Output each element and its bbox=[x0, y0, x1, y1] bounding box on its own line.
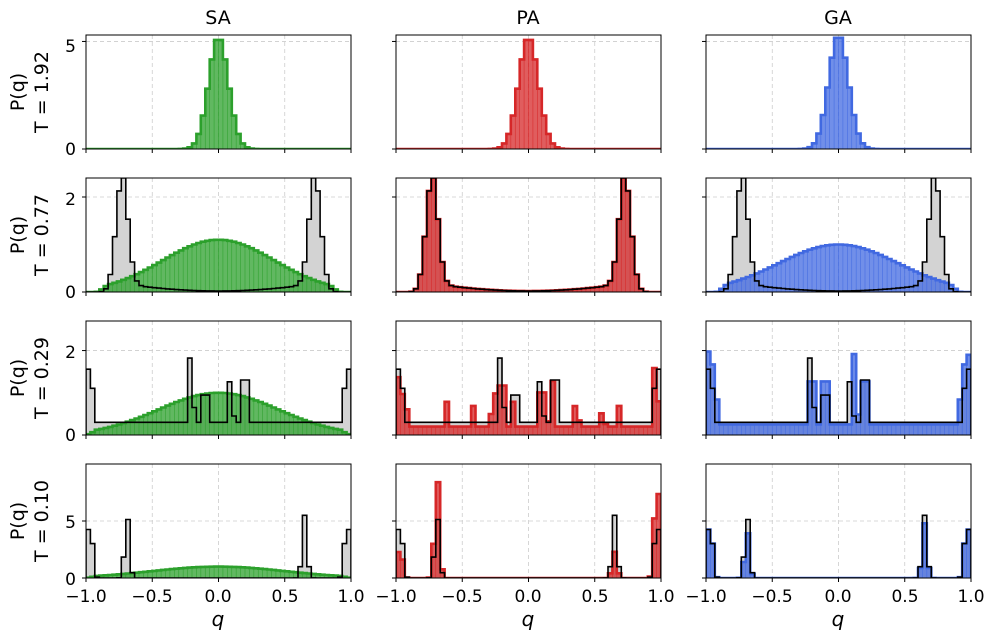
x-tick-label: −0.5 bbox=[131, 587, 172, 607]
x-axis-label-sa: q bbox=[212, 607, 225, 631]
row-label-4: P(q) T = 0.10 bbox=[7, 480, 53, 563]
x-ticks-pa: −1.0 −0.5 0.0 0.5 1.0 bbox=[375, 587, 674, 607]
histogram-outline-ga bbox=[706, 243, 971, 292]
x-tick-label: −0.5 bbox=[441, 587, 482, 607]
histogram-outline-ga bbox=[706, 36, 971, 149]
panel-sa-row-4 bbox=[82, 463, 352, 582]
x-ticks-sa: −1.0 −0.5 0.0 0.5 1.0 bbox=[65, 587, 364, 607]
row-label-4-line2: T = 0.10 bbox=[31, 480, 53, 563]
y-tick-label: 0 bbox=[65, 426, 76, 446]
panel-plot-area bbox=[396, 38, 661, 149]
panel-plot-area bbox=[396, 357, 661, 435]
y-tick-label: 5 bbox=[65, 37, 76, 57]
panel-plot-area bbox=[86, 514, 351, 578]
panel-ga-row-2 bbox=[702, 177, 972, 296]
panel-plot-area bbox=[706, 178, 971, 292]
row-label-3-line2: T = 0.29 bbox=[31, 337, 53, 420]
row-label-1-line1: P(q) bbox=[7, 73, 29, 111]
y-tick-label: 2 bbox=[65, 190, 76, 210]
histogram-outline-ga bbox=[706, 350, 971, 435]
panel-pa-row-3 bbox=[392, 320, 662, 439]
histogram-outline-sa bbox=[86, 238, 351, 292]
x-tick-label: 0.5 bbox=[271, 587, 298, 607]
column-title-ga: GA bbox=[824, 7, 852, 29]
reference-histogram-outline bbox=[86, 178, 351, 292]
panel-sa-row-1 bbox=[82, 34, 352, 153]
x-tick-label: 1.0 bbox=[337, 587, 364, 607]
panel-pa-row-1 bbox=[392, 34, 662, 153]
y-ticks-row-3: 0 2 bbox=[65, 343, 76, 446]
histogram-panels bbox=[82, 34, 972, 582]
row-label-2: P(q) T = 0.77 bbox=[7, 194, 53, 277]
panel-pa-row-4 bbox=[392, 463, 662, 582]
panel-plot-area bbox=[706, 36, 971, 149]
y-ticks-row-2: 0 2 bbox=[65, 190, 76, 303]
row-label-1-line2: T = 1.92 bbox=[31, 51, 53, 134]
x-tick-label: 1.0 bbox=[647, 587, 674, 607]
column-title-pa: PA bbox=[516, 7, 539, 29]
panel-plot-area bbox=[706, 350, 971, 435]
panel-pa-row-2 bbox=[392, 177, 662, 296]
panel-ga-row-4 bbox=[702, 463, 972, 582]
x-tick-label: −1.0 bbox=[375, 587, 416, 607]
x-tick-label: −1.0 bbox=[685, 587, 726, 607]
row-label-2-line2: T = 0.77 bbox=[31, 194, 53, 277]
panel-sa-row-2 bbox=[82, 177, 352, 296]
row-label-3: P(q) T = 0.29 bbox=[7, 337, 53, 420]
x-tick-label: 0.0 bbox=[824, 587, 851, 607]
panel-plot-area bbox=[706, 514, 971, 578]
reference-histogram-fill bbox=[86, 178, 351, 292]
x-tick-label: 0.5 bbox=[891, 587, 918, 607]
x-axis-label-ga: q bbox=[832, 607, 845, 631]
panel-plot-area bbox=[86, 38, 351, 149]
x-tick-label: −1.0 bbox=[65, 587, 106, 607]
y-tick-label: 5 bbox=[65, 513, 76, 533]
panel-sa-row-3 bbox=[82, 320, 352, 439]
x-tick-label: −0.5 bbox=[751, 587, 792, 607]
row-label-2-line1: P(q) bbox=[7, 216, 29, 254]
y-ticks-row-1: 0 5 bbox=[65, 37, 76, 160]
x-tick-label: 0.5 bbox=[581, 587, 608, 607]
row-label-4-line1: P(q) bbox=[7, 502, 29, 540]
reference-histogram-outline bbox=[396, 357, 661, 435]
histogram-outline-sa bbox=[86, 38, 351, 149]
reference-histogram-outline bbox=[706, 357, 971, 435]
x-axis-label-pa: q bbox=[522, 607, 535, 631]
y-tick-label: 2 bbox=[65, 343, 76, 363]
x-tick-label: 0.0 bbox=[204, 587, 231, 607]
reference-histogram-outline bbox=[86, 357, 351, 435]
column-title-sa: SA bbox=[205, 7, 230, 29]
row-label-1: P(q) T = 1.92 bbox=[7, 51, 53, 134]
reference-histogram-outline bbox=[706, 178, 971, 292]
panel-ga-row-3 bbox=[702, 320, 972, 439]
panel-plot-area bbox=[86, 357, 351, 435]
y-tick-label: 0 bbox=[65, 283, 76, 303]
panel-ga-row-1 bbox=[702, 34, 972, 153]
y-tick-label: 0 bbox=[65, 570, 76, 590]
histogram-outline-pa bbox=[396, 366, 661, 435]
x-ticks-ga: −1.0 −0.5 0.0 0.5 1.0 bbox=[685, 587, 984, 607]
x-tick-label: 0.0 bbox=[514, 587, 541, 607]
histogram-outline-pa bbox=[396, 38, 661, 149]
y-ticks-row-4: 0 5 bbox=[65, 513, 76, 590]
x-tick-label: 1.0 bbox=[957, 587, 984, 607]
panel-plot-area bbox=[396, 178, 661, 292]
row-label-3-line1: P(q) bbox=[7, 359, 29, 397]
reference-histogram-outline bbox=[396, 178, 661, 292]
y-tick-label: 0 bbox=[65, 140, 76, 160]
panel-plot-area bbox=[86, 178, 351, 292]
